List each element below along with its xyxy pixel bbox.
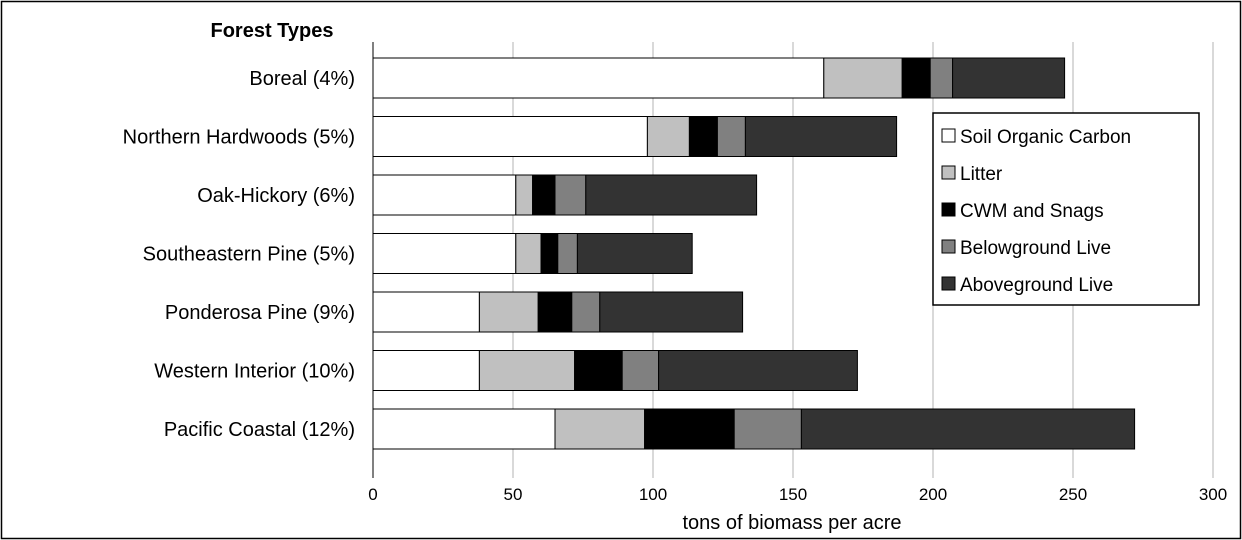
- bar-segment: [716, 116, 746, 157]
- category-label: Northern Hardwoods (5%): [123, 127, 355, 149]
- bar-segment: [901, 57, 931, 99]
- x-axis-title: tons of biomass per acre: [683, 512, 902, 534]
- bar-segment: [823, 57, 903, 99]
- legend-label: Litter: [960, 164, 1003, 185]
- bar-segment: [372, 57, 825, 99]
- bar-segment: [800, 408, 1136, 450]
- bar-segment: [557, 233, 578, 274]
- bar-segment: [574, 350, 623, 391]
- bar-segment: [733, 408, 802, 450]
- bar-segment: [372, 408, 556, 450]
- bar-segment: [478, 291, 539, 333]
- bar-segment: [658, 350, 858, 391]
- legend-swatch: [941, 165, 956, 180]
- bar-segment: [372, 291, 480, 333]
- bar-segment: [599, 291, 744, 333]
- bar-segment: [646, 116, 690, 157]
- category-label: Ponderosa Pine (9%): [165, 302, 355, 324]
- bar-segment: [571, 291, 601, 333]
- legend-swatch: [941, 239, 956, 254]
- bar-segment: [372, 116, 648, 157]
- x-tick-label: 50: [504, 485, 523, 504]
- bar-segment: [478, 350, 576, 391]
- category-label: Western Interior (10%): [154, 361, 355, 383]
- category-label: Oak-Hickory (6%): [197, 185, 355, 207]
- bar-segment: [532, 174, 556, 216]
- bar-segment: [644, 408, 735, 450]
- bar-segment: [372, 350, 480, 391]
- category-label: Pacific Coastal (12%): [164, 419, 355, 441]
- legend-label: Belowground Live: [960, 238, 1111, 259]
- bar-segment: [688, 116, 718, 157]
- bar-segment: [537, 291, 573, 333]
- legend-swatch: [941, 128, 956, 143]
- bars: [372, 57, 1136, 450]
- x-tick-label: 150: [779, 485, 807, 504]
- legend-label: Aboveground Live: [960, 275, 1113, 296]
- x-tick-label: 300: [1199, 485, 1227, 504]
- category-label: Boreal (4%): [249, 68, 355, 90]
- x-tick-label: 0: [368, 485, 377, 504]
- category-label: Southeastern Pine (5%): [143, 244, 355, 266]
- bar-segment: [372, 174, 517, 216]
- x-tick-label: 200: [919, 485, 947, 504]
- bar-segment: [540, 233, 559, 274]
- bar-segment: [515, 233, 542, 274]
- bar-segment: [952, 57, 1066, 99]
- bar-segment: [585, 174, 758, 216]
- legend-label: CWM and Snags: [960, 201, 1104, 222]
- bar-segment: [554, 408, 646, 450]
- bar-segment: [515, 174, 534, 216]
- bar-segment: [554, 174, 587, 216]
- category-labels: Boreal (4%) Northern Hardwoods (5%) Oak-Hi…: [123, 68, 355, 441]
- legend-swatch: [941, 202, 956, 217]
- x-tick-label: 250: [1059, 485, 1087, 504]
- legend-swatch: [941, 276, 956, 291]
- chart-header: Forest Types: [211, 20, 334, 42]
- x-tick-label: 100: [639, 485, 667, 504]
- legend-label: Soil Organic Carbon: [960, 127, 1131, 148]
- bar-segment: [744, 116, 898, 157]
- x-tick-labels: 0 50 100 150 200 250 300: [368, 485, 1227, 504]
- legend-box: [932, 112, 1200, 306]
- bar-segment: [372, 233, 517, 274]
- bar-segment: [621, 350, 660, 391]
- legend: Soil Organic Carbon Litter CWM and Snags Be…: [932, 112, 1200, 306]
- bar-segment: [929, 57, 954, 99]
- bar-segment: [576, 233, 693, 274]
